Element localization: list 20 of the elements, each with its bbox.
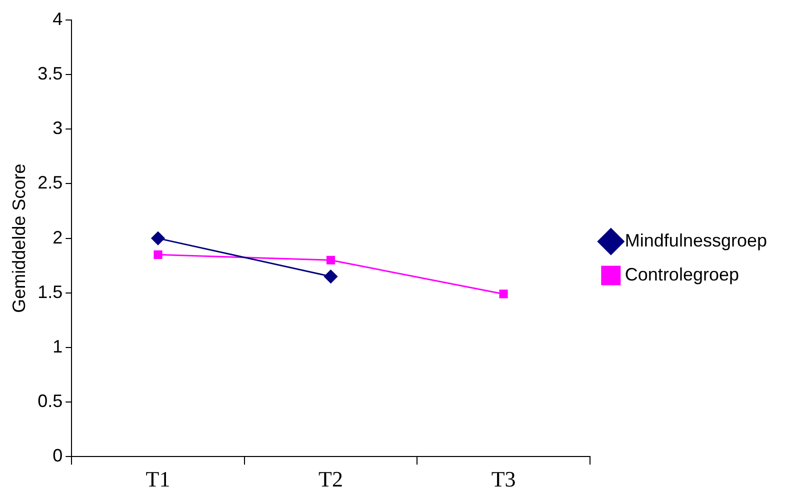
point [151, 232, 165, 246]
y-axis-title: Gemiddelde Score [8, 164, 29, 313]
y-tick-label: 3 [52, 118, 63, 138]
point [154, 250, 162, 259]
legend-label: Mindfulnessgroep [624, 230, 768, 250]
y-tick-label: 0.5 [38, 390, 63, 411]
y-tick-label: 1 [52, 336, 63, 356]
y-tick-label: 3.5 [38, 64, 63, 84]
x-tick-label: T3 [491, 466, 516, 492]
point [326, 256, 336, 264]
y-tick-label: 1.5 [38, 282, 63, 302]
y-tick-label: 0 [52, 446, 63, 466]
x-tick-label: T1 [146, 466, 170, 492]
y-tick-label: 2.5 [38, 172, 63, 193]
y-tick-label: 2 [52, 227, 63, 248]
x-tick-label: T2 [318, 466, 343, 492]
point [499, 290, 508, 298]
y-tick-label: 4 [52, 8, 63, 29]
legend-label: Controlegroep [624, 264, 739, 284]
point [324, 270, 338, 284]
